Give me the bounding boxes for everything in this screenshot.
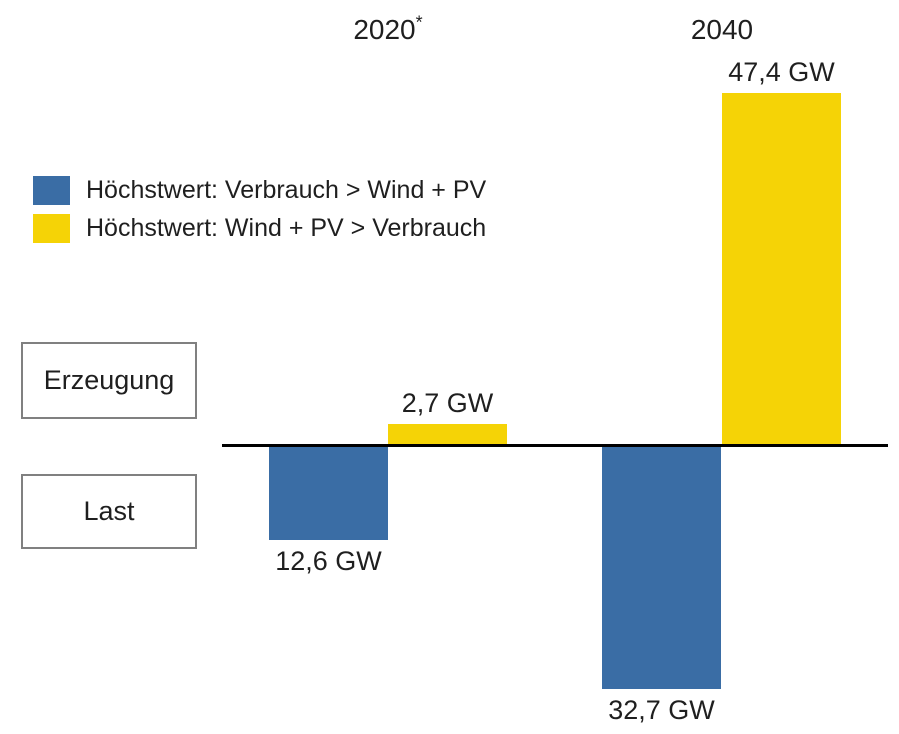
footnote-asterisk: * (415, 12, 423, 33)
group-year-2040: 2040 (690, 14, 754, 45)
bar-value-label-2020-blue: 12,6 GW (275, 546, 382, 576)
legend-label-blue: Höchstwert: Verbrauch > Wind + PV (86, 176, 487, 204)
bar-value-label-2020-yellow: 2,7 GW (401, 388, 494, 418)
legend: Höchstwert: Verbrauch > Wind + PV Höchst… (33, 176, 486, 252)
direction-label-last: Last (83, 496, 135, 526)
bar-2020-blue (269, 447, 388, 540)
group-year-2020: 2020 (353, 14, 416, 45)
group-header-2020: 2020* (278, 13, 498, 47)
legend-label-yellow: Höchstwert: Wind + PV > Verbrauch (86, 214, 487, 242)
bar-2040-blue (602, 447, 721, 689)
group-header-2040: 2040 (612, 13, 832, 47)
direction-label-erzeugung: Erzeugung (43, 365, 175, 395)
bar-2040-yellow (722, 93, 841, 444)
bar-value-label-2040-yellow: 47,4 GW (728, 57, 835, 87)
direction-box-erzeugung: Erzeugung (21, 342, 197, 419)
legend-swatch-blue (33, 176, 70, 205)
bar-2020-yellow (388, 424, 507, 444)
legend-item-blue: Höchstwert: Verbrauch > Wind + PV (33, 176, 486, 205)
legend-item-yellow: Höchstwert: Wind + PV > Verbrauch (33, 214, 486, 243)
zero-axis-line (222, 444, 888, 447)
bar-value-label-2040-blue: 32,7 GW (608, 695, 715, 725)
direction-box-last: Last (21, 474, 197, 549)
legend-swatch-yellow (33, 214, 70, 243)
